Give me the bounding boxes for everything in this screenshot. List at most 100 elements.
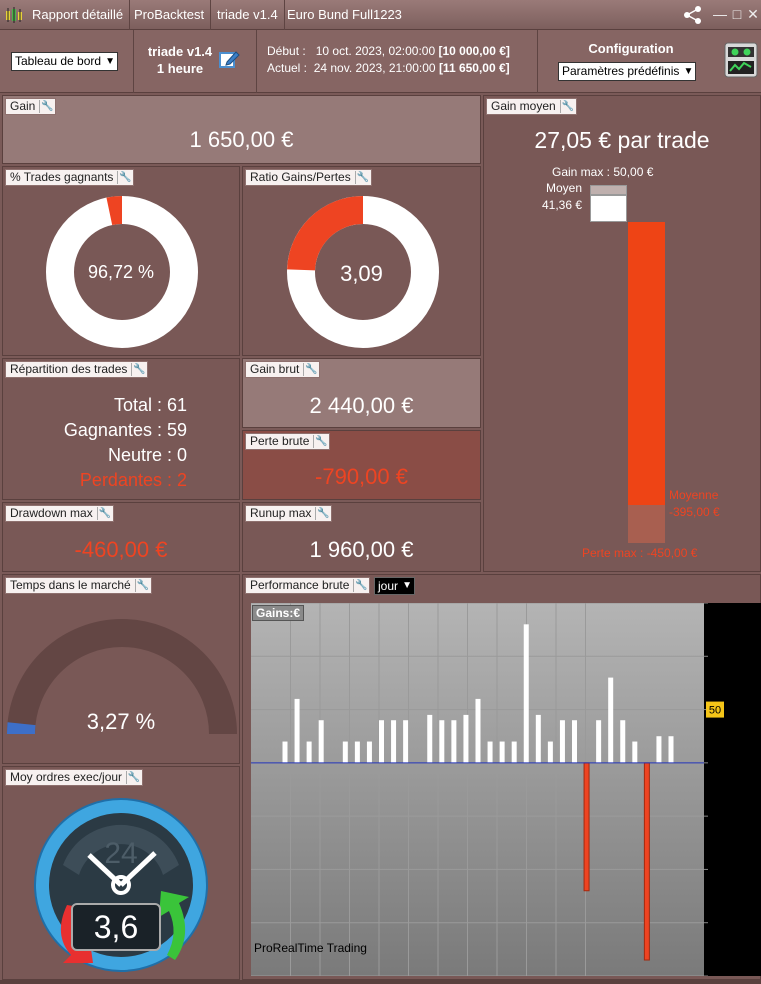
wrench-icon[interactable]: 🔧 [117,171,132,184]
repartition-list: Total : 61 Gagnantes : 59 Neutre : 0 Per… [64,393,187,493]
donut-loss-arc [287,196,364,271]
chart-bar [596,720,602,763]
panel-temps-marche-title-text: Temps dans le marché [10,578,131,592]
panel-runup-title-text: Runup max [250,506,312,520]
chart-bar [511,741,517,763]
panel-gain-brut: Gain brut 🔧 2 440,00 € [242,358,481,428]
panel-perf-brute: Performance brute 🔧 jour ▼ 50 Gains:€ Pro… [242,574,761,980]
tab-probacktest[interactable]: ProBacktest [128,0,212,30]
minimize-icon[interactable]: — [713,6,727,22]
panel-runup-title: Runup max 🔧 [245,505,333,522]
chart-bar [523,624,529,763]
wrench-icon[interactable]: 🔧 [126,771,141,784]
chart-bar [620,720,626,763]
gain-moyen-value: 27,05 € par trade [534,127,710,153]
perte-brute-value: -790,00 € [315,464,408,489]
perte-max-bar [628,505,665,543]
tab-rapport-detaille[interactable]: Rapport détaillé [26,0,131,30]
perf-chart[interactable]: 50 [251,603,761,976]
panel-moy-ordres-title-text: Moy ordres exec/jour [10,770,123,784]
drawdown-value: -460,00 € [74,537,168,562]
moyen-label: Moyen [546,181,583,195]
chart-bar [366,741,372,763]
maximize-icon[interactable]: □ [732,6,742,22]
gain-max-bar [590,185,627,195]
gain-moyen-bar [590,195,627,222]
perte-moyenne-bar [628,222,665,505]
period-select-value: jour [378,579,399,593]
edit-icon[interactable] [218,48,240,70]
chart-axis-area [704,603,761,976]
donut-loss-arc [106,196,123,226]
chart-bar [342,741,348,763]
title-bar: Rapport détaillé ProBacktest triade v1.4… [0,0,761,30]
panel-drawdown-title-text: Drawdown max [10,506,93,520]
share-icon[interactable] [683,5,701,24]
panel-perte-brute-title-text: Perte brute [250,434,310,448]
configuration-label: Configuration [588,41,674,56]
wrench-icon[interactable]: 🔧 [313,435,328,448]
wrench-icon[interactable]: 🔧 [96,507,111,520]
gain-value: 1 650,00 € [189,127,294,152]
wrench-icon[interactable]: 🔧 [134,579,149,592]
chart-bar [463,714,469,763]
panel-repartition-title-text: Répartition des trades [10,362,128,376]
repartition-gagnantes: Gagnantes : 59 [63,420,187,440]
debut-label: Début : [267,44,306,58]
chart-bar [294,698,300,763]
wrench-icon[interactable]: 🔧 [559,100,574,113]
panel-moy-ordres: Moy ordres exec/jour 🔧 24 3,6 [2,766,240,980]
gauge-fill [7,722,36,735]
bottom-border [0,980,761,984]
y-marker-label: 50 [709,705,721,717]
chart-bar [547,741,553,763]
view-select[interactable]: Tableau de bord ▼ [11,52,119,71]
chart-plot-area [251,603,704,976]
strategy-name: triade v1.4 [147,44,213,59]
close-icon[interactable]: ✕ [747,6,759,22]
wrench-icon[interactable]: 🔧 [353,579,368,592]
chart-bar [572,720,577,763]
panel-gain-title-text: Gain [10,99,36,113]
y-marker [706,701,724,718]
config-select[interactable]: Paramètres prédéfinis ▼ [558,62,697,81]
chevron-down-icon: ▼ [105,56,116,67]
moyen-value: 41,36 € [542,198,583,212]
clock-label: 24 [104,837,138,870]
wrench-icon[interactable]: 🔧 [131,363,146,376]
chart-bar [427,714,433,763]
wrench-icon[interactable]: 🔧 [315,507,330,520]
wrench-icon[interactable]: 🔧 [303,363,318,376]
moy-ordres-value: 3,6 [71,903,161,951]
chart-bar [306,741,312,763]
panel-repartition: Répartition des trades 🔧 Total : 61 Gagna… [2,358,240,500]
temps-marche-value: 3,27 % [86,709,156,734]
debut-capital: [10 000,00 €] [438,44,510,58]
wrench-icon[interactable]: 🔧 [354,171,369,184]
panel-trades-gagnants-title-text: % Trades gagnants [10,170,114,184]
period-select[interactable]: jour ▼ [374,577,416,595]
moyenne-label: Moyenne [669,488,719,502]
tab-instrument[interactable]: Euro Bund Full1223 [287,7,402,22]
panel-gain-brut-title: Gain brut 🔧 [245,361,321,378]
gauge-track [7,619,237,735]
panel-temps-marche-title: Temps dans le marché 🔧 [5,577,152,594]
robot-icon[interactable] [724,41,758,79]
actuel-label: Actuel : [267,61,308,75]
chevron-down-icon: ▼ [683,66,694,77]
wrench-icon[interactable]: 🔧 [39,100,54,113]
gain-max-label: Gain max : 50,00 € [552,165,654,179]
panel-drawdown: Drawdown max 🔧 -460,00 € [2,502,240,572]
panel-drawdown-title: Drawdown max 🔧 [5,505,114,522]
chart-bar [475,698,481,763]
chart-bar [391,720,397,763]
chart-bar [282,741,288,763]
timeframe: 1 heure [156,61,204,76]
panel-perf-brute-title-text: Performance brute [250,578,350,592]
panel-gain-brut-title-text: Gain brut [250,362,300,376]
tab-strategy[interactable]: triade v1.4 [211,0,285,30]
gain-brut-value: 2 440,00 € [309,393,414,418]
panel-ratio-title-text: Ratio Gains/Pertes [250,170,351,184]
chart-bar [451,720,457,763]
ratio-value: 3,09 [340,261,383,286]
